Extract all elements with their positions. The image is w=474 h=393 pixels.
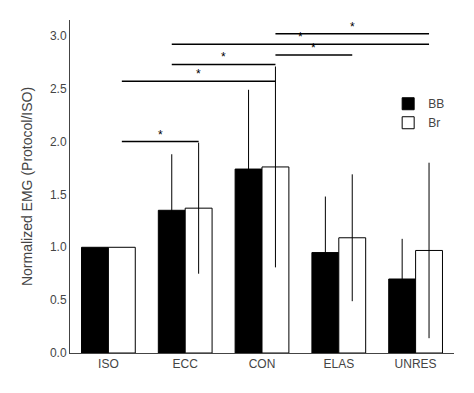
svg-text:*: * (298, 30, 303, 44)
svg-text:3.0: 3.0 (50, 29, 67, 43)
svg-text:UNRES: UNRES (395, 357, 437, 371)
svg-text:ECC: ECC (173, 357, 199, 371)
svg-text:2.5: 2.5 (50, 82, 67, 96)
svg-text:*: * (311, 41, 316, 55)
svg-text:Br: Br (428, 116, 440, 130)
svg-text:0.5: 0.5 (50, 293, 67, 307)
svg-text:*: * (350, 20, 355, 34)
svg-text:*: * (221, 50, 226, 64)
svg-text:*: * (158, 128, 163, 142)
svg-text:0.0: 0.0 (50, 346, 67, 360)
svg-text:*: * (196, 67, 201, 81)
svg-text:Normalized EMG (Protocol/ISO): Normalized EMG (Protocol/ISO) (19, 87, 35, 286)
svg-text:ISO: ISO (98, 357, 119, 371)
svg-text:1.5: 1.5 (50, 188, 67, 202)
svg-text:BB: BB (428, 97, 444, 111)
svg-text:1.0: 1.0 (50, 240, 67, 254)
svg-text:CON: CON (249, 357, 276, 371)
svg-text:2.0: 2.0 (50, 135, 67, 149)
svg-text:ELAS: ELAS (323, 357, 354, 371)
